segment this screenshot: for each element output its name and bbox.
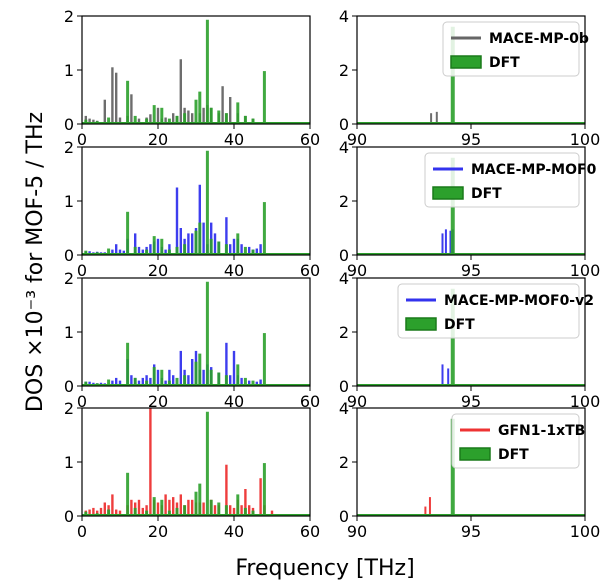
y-tick-label: 2: [339, 453, 349, 472]
x-tick-label: 20: [148, 130, 168, 149]
y-tick-label: 4: [339, 138, 349, 157]
y-tick-label: 0: [64, 377, 74, 396]
panel-row3-right: 0 2 4 90 95 100 MACE-MP-MOF0-v2 DFT: [339, 269, 600, 411]
x-tick-label: 40: [224, 130, 244, 149]
panel-row2-right: 0 2 4 90 95 100 MACE-MP-MOF0 DFT: [339, 138, 600, 280]
legend-label: DFT: [444, 317, 475, 333]
x-tick-label: 95: [461, 261, 481, 280]
x-tick-label: 90: [347, 392, 367, 411]
y-tick-label: 2: [339, 192, 349, 211]
x-tick-label: 100: [570, 392, 601, 411]
legend: GFN1-1xTB DFT: [451, 413, 585, 469]
y-axis-label: DOS ×10⁻³ for MOF-5 / THz: [23, 112, 48, 412]
x-tick-label: 0: [77, 392, 87, 411]
legend: MACE-MP-0b DFT: [442, 21, 589, 77]
y-tick-label: 4: [339, 7, 349, 26]
legend-swatch-dft: [450, 55, 482, 69]
x-tick-label: 0: [77, 522, 87, 541]
x-tick-label: 90: [347, 522, 367, 541]
legend-label: DFT: [498, 447, 529, 463]
panel-row4-right: 0 2 4 90 95 100 GFN1-1xTB DFT: [339, 399, 600, 541]
x-tick-label: 100: [570, 130, 601, 149]
plot-area-row4-left: [82, 408, 310, 516]
x-tick-label: 40: [224, 392, 244, 411]
legend-label: MACE-MP-MOF0: [471, 162, 597, 178]
plot-area-row4-right: [357, 418, 585, 516]
y-tick-label: 2: [64, 399, 74, 418]
y-tick-label: 1: [64, 61, 74, 80]
y-tick-label: 2: [64, 269, 74, 288]
x-tick-label: 20: [148, 522, 168, 541]
y-tick-label: 0: [64, 246, 74, 265]
plot-area-row2-left: [82, 150, 310, 255]
x-tick-label: 40: [224, 261, 244, 280]
x-tick-label: 0: [77, 261, 87, 280]
legend-swatch-dft: [459, 447, 491, 461]
x-tick-label: 60: [300, 522, 320, 541]
y-tick-label: 4: [339, 269, 349, 288]
y-tick-label: 1: [64, 192, 74, 211]
x-tick-label: 60: [300, 392, 320, 411]
y-tick-label: 0: [339, 246, 349, 265]
x-tick-label: 20: [148, 392, 168, 411]
x-tick-label: 95: [461, 130, 481, 149]
y-tick-label: 2: [64, 7, 74, 26]
y-tick-label: 0: [64, 507, 74, 526]
x-tick-label: 60: [300, 130, 320, 149]
legend-swatch-dft: [405, 317, 437, 331]
x-axis-label: Frequency [THz]: [235, 556, 414, 580]
x-tick-label: 90: [347, 130, 367, 149]
legend-label: DFT: [489, 55, 520, 71]
x-tick-label: 95: [461, 522, 481, 541]
plot-area-row1-left: [82, 19, 310, 124]
y-tick-label: 0: [339, 507, 349, 526]
x-tick-label: 95: [461, 392, 481, 411]
x-tick-label: 100: [570, 261, 601, 280]
legend-label: DFT: [471, 186, 502, 202]
y-tick-label: 4: [339, 399, 349, 418]
legend: MACE-MP-MOF0 DFT: [424, 152, 597, 208]
legend-box: [397, 283, 580, 339]
y-tick-label: 2: [339, 323, 349, 342]
legend-label: MACE-MP-0b: [489, 31, 589, 47]
y-tick-label: 0: [339, 377, 349, 396]
plot-area-row3-left: [82, 281, 310, 386]
y-tick-label: 2: [339, 61, 349, 80]
x-tick-label: 90: [347, 261, 367, 280]
panel-row1-right: 0 2 4 90 95 100 MACE-MP-0b DFT: [339, 7, 600, 149]
x-tick-label: 20: [148, 261, 168, 280]
legend-label: GFN1-1xTB: [498, 423, 585, 439]
y-tick-label: 0: [339, 115, 349, 134]
legend: MACE-MP-MOF0-v2 DFT: [397, 283, 594, 339]
legend-label: MACE-MP-MOF0-v2: [444, 293, 594, 309]
x-tick-label: 0: [77, 130, 87, 149]
y-tick-label: 2: [64, 138, 74, 157]
x-tick-label: 60: [300, 261, 320, 280]
x-tick-label: 40: [224, 522, 244, 541]
legend-swatch-dft: [432, 186, 464, 200]
y-tick-label: 1: [64, 323, 74, 342]
y-tick-label: 1: [64, 453, 74, 472]
y-tick-label: 0: [64, 115, 74, 134]
x-tick-label: 100: [570, 522, 601, 541]
